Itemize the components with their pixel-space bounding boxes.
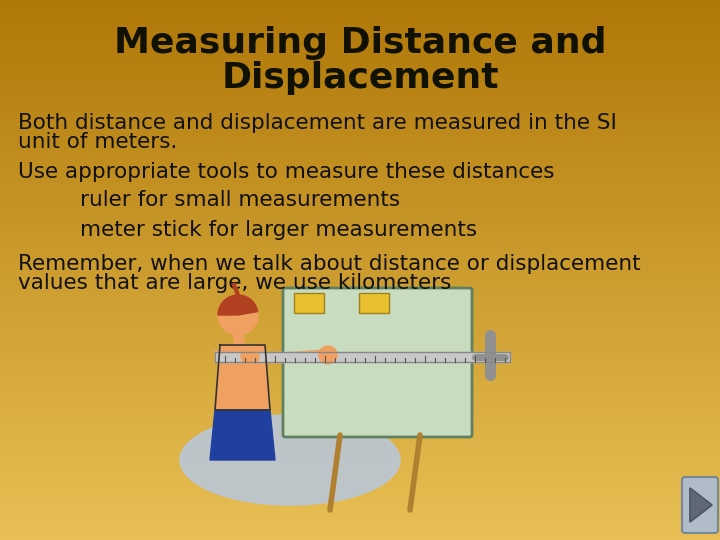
Polygon shape: [212, 350, 252, 355]
Polygon shape: [258, 350, 330, 358]
Polygon shape: [215, 352, 510, 362]
FancyBboxPatch shape: [682, 477, 718, 533]
Polygon shape: [215, 345, 270, 410]
Circle shape: [319, 346, 337, 364]
FancyBboxPatch shape: [283, 288, 472, 437]
Text: ruler for small measurements: ruler for small measurements: [80, 190, 400, 210]
Text: Use appropriate tools to measure these distances: Use appropriate tools to measure these d…: [18, 162, 554, 182]
Text: Measuring Distance and: Measuring Distance and: [114, 26, 606, 60]
FancyBboxPatch shape: [294, 293, 324, 313]
Polygon shape: [210, 410, 275, 460]
Text: Both distance and displacement are measured in the SI: Both distance and displacement are measu…: [18, 113, 617, 133]
Text: unit of meters.: unit of meters.: [18, 132, 177, 152]
FancyBboxPatch shape: [359, 293, 389, 313]
Circle shape: [218, 295, 258, 335]
Polygon shape: [690, 488, 712, 522]
Text: Remember, when we talk about distance or displacement: Remember, when we talk about distance or…: [18, 254, 641, 274]
Text: meter stick for larger measurements: meter stick for larger measurements: [80, 220, 477, 240]
Circle shape: [241, 347, 259, 365]
Wedge shape: [218, 295, 258, 315]
Text: Displacement: Displacement: [221, 61, 499, 95]
Ellipse shape: [180, 415, 400, 505]
Text: values that are large, we use kilometers: values that are large, we use kilometers: [18, 273, 451, 293]
